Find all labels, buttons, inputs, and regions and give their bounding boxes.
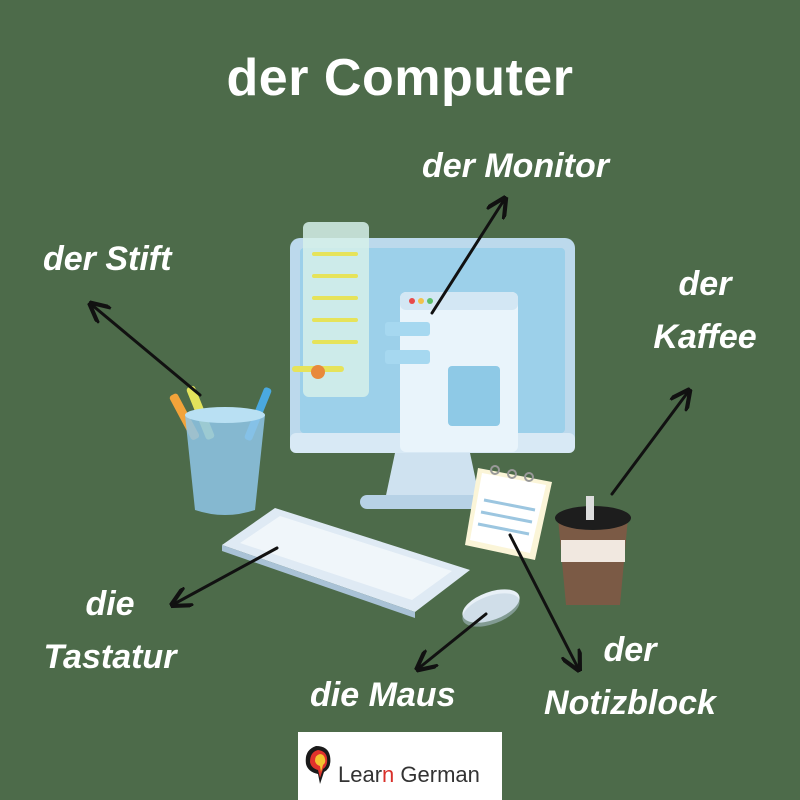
monitor-arrow <box>430 200 504 315</box>
page-title: der Computer <box>226 49 574 107</box>
label-maus: die Maus <box>310 676 456 714</box>
logo-text-part1: Lear <box>338 762 383 787</box>
label-notizblock-line1: der <box>603 631 657 669</box>
annotation-arrows <box>92 200 688 668</box>
keyboard-illustration <box>222 508 470 618</box>
label-kaffee-line2: Kaffee <box>653 317 757 356</box>
logo-text-accent: n <box>382 762 395 787</box>
coffee-cup-illustration <box>555 496 631 605</box>
mouse-illustration <box>462 589 520 627</box>
label-notizblock: der Notizblock <box>530 624 730 729</box>
label-kaffee-line1: der <box>678 265 732 303</box>
logo-text: Learn German <box>338 762 480 788</box>
label-kaffee: der Kaffee <box>640 258 770 363</box>
monitor-illustration <box>290 222 575 509</box>
label-tastatur: die Tastatur <box>30 578 190 683</box>
tastatur-arrow <box>174 546 279 604</box>
label-monitor: der Monitor <box>422 147 609 185</box>
label-tastatur-line2: Tastatur <box>43 637 177 676</box>
label-tastatur-line1: die <box>85 585 135 623</box>
stift-arrow <box>92 305 202 397</box>
pen-cup-illustration <box>169 386 272 515</box>
logo-text-part2: German <box>394 762 480 787</box>
maus-arrow <box>419 612 488 668</box>
kaffee-arrow <box>610 392 688 496</box>
label-notizblock-line2: Notizblock <box>544 683 716 722</box>
label-stift: der Stift <box>43 240 172 278</box>
learn-german-logo: Learn German <box>298 732 502 800</box>
flag-speech-bubble-icon <box>305 746 331 784</box>
notepad-illustration <box>465 465 552 560</box>
notizblock-arrow <box>508 533 578 668</box>
